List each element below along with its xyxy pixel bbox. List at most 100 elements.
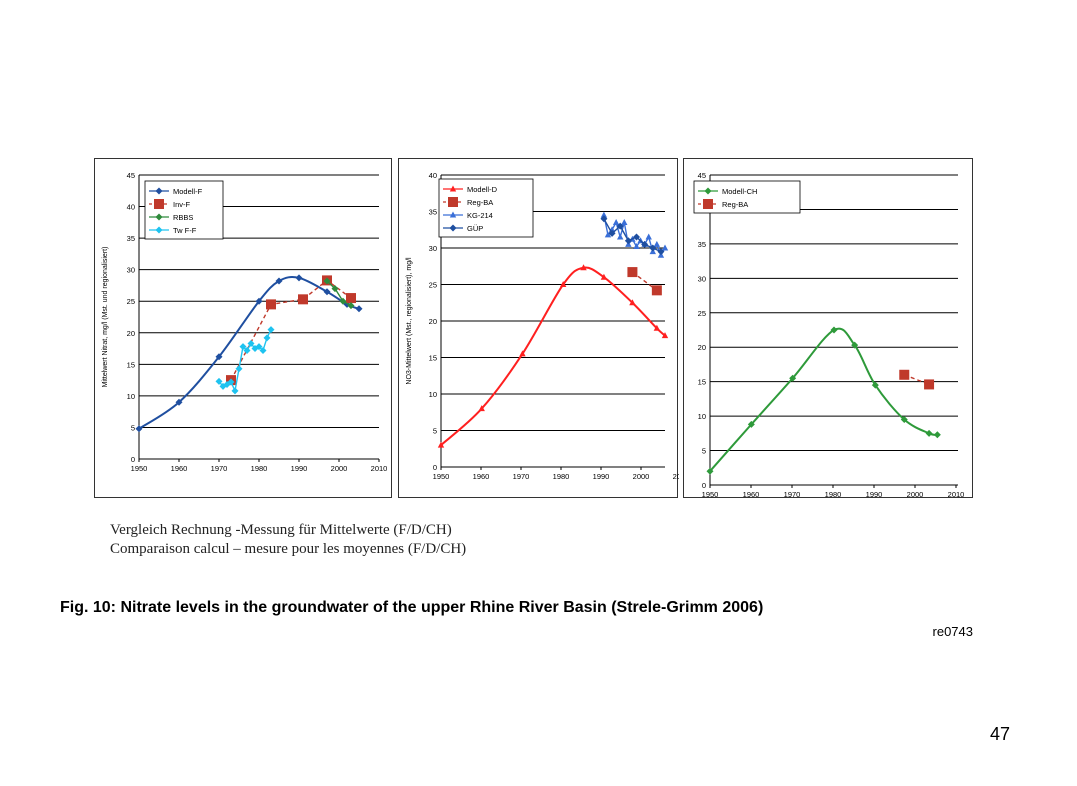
- y-tick-label: 15: [429, 354, 437, 363]
- x-tick-label: 2000: [907, 490, 924, 499]
- data-point: [266, 299, 276, 310]
- y-tick-label: 25: [698, 309, 706, 318]
- chart-svg: 0510152025303540451950196019701980199020…: [693, 171, 965, 499]
- data-point: [267, 326, 275, 334]
- legend-label: Tw F-F: [173, 226, 197, 235]
- series-line: [440, 266, 666, 446]
- legend-marker: [155, 187, 163, 195]
- data-point: [298, 294, 308, 305]
- y-tick-label: 0: [131, 455, 135, 464]
- y-tick-label: 0: [433, 463, 437, 472]
- y-tick-label: 10: [698, 412, 706, 421]
- series-modell-d: [437, 264, 669, 448]
- legend-marker: [154, 199, 164, 209]
- y-tick-label: 30: [698, 274, 706, 283]
- y-tick-label: 30: [127, 266, 135, 275]
- series-g-p: [600, 215, 665, 256]
- data-point: [851, 341, 859, 349]
- y-tick-label: 15: [698, 378, 706, 387]
- series-tw-f-f: [215, 326, 275, 395]
- y-tick-label: 5: [131, 423, 135, 432]
- data-point: [580, 264, 587, 271]
- y-tick-label: 40: [429, 171, 437, 180]
- data-point: [789, 374, 797, 382]
- x-tick-label: 1970: [784, 490, 801, 499]
- data-point: [653, 324, 661, 331]
- data-point: [235, 365, 243, 373]
- note-german: Vergleich Rechnung -Messung für Mittelwe…: [110, 522, 452, 538]
- y-tick-label: 20: [698, 343, 706, 352]
- x-tick-label: 1990: [291, 464, 308, 473]
- data-point: [657, 248, 665, 256]
- x-tick-label: 1970: [211, 464, 228, 473]
- legend-marker: [704, 187, 712, 195]
- reference-id: re0743: [932, 624, 973, 639]
- series-modell-f: [135, 274, 363, 433]
- data-point: [661, 244, 669, 251]
- legend-label: Modell-F: [173, 187, 203, 196]
- data-point: [519, 350, 526, 357]
- data-point: [645, 233, 652, 240]
- legend-marker: [155, 213, 163, 221]
- x-tick-label: 2010: [371, 464, 388, 473]
- data-point: [624, 237, 632, 245]
- data-point: [600, 215, 608, 223]
- data-point: [747, 420, 755, 428]
- data-point: [608, 229, 616, 237]
- chart-panel-germany: 0 5 10 15 20 25 30 35 40 1950 1960 1970 1980 1990 2000…: [398, 158, 679, 498]
- x-tick-label: 1950: [131, 464, 148, 473]
- y-tick-label: 25: [127, 297, 135, 306]
- data-point: [899, 369, 910, 380]
- legend-marker: [449, 224, 457, 232]
- data-point: [706, 467, 714, 475]
- data-point: [604, 231, 612, 238]
- series-modell-ch: [706, 326, 941, 475]
- data-point: [653, 240, 661, 247]
- x-tick-label: 1950: [433, 472, 450, 481]
- x-tick-label: 1950: [702, 490, 719, 499]
- y-tick-label: 15: [127, 360, 135, 369]
- series-line: [138, 276, 360, 430]
- y-tick-label: 20: [429, 317, 437, 326]
- data-point: [275, 277, 283, 285]
- data-point: [661, 332, 669, 339]
- data-point: [616, 222, 624, 230]
- data-point: [339, 297, 347, 305]
- y-tick-label: 35: [429, 208, 437, 217]
- legend-marker: [449, 185, 457, 192]
- data-point: [215, 353, 223, 361]
- data-point: [243, 346, 251, 354]
- chart-svg: 0 5 10 15 20 25 30 35 40 1950 1960 1970 1980 1990 2000…: [406, 171, 679, 481]
- y-axis-label: Mittelwert Nitrat, mg/l (Mst. und region…: [102, 247, 109, 388]
- data-point: [600, 211, 608, 218]
- legend-label: GÜP: [467, 224, 483, 233]
- y-tick-label: 25: [429, 281, 437, 290]
- data-point: [231, 387, 239, 395]
- y-tick-label: 5: [433, 427, 437, 436]
- data-point: [437, 441, 445, 448]
- data-point: [263, 334, 271, 342]
- data-point: [323, 288, 331, 296]
- data-point: [323, 277, 331, 285]
- data-point: [925, 429, 933, 437]
- y-tick-label: 45: [698, 171, 706, 180]
- data-point: [633, 243, 640, 250]
- legend-marker: [703, 199, 713, 209]
- data-point: [900, 416, 908, 424]
- series-line: [326, 280, 352, 307]
- x-tick-label: 1990: [866, 490, 883, 499]
- y-tick-label: 10: [127, 392, 135, 401]
- legend-label: Modell-D: [467, 185, 498, 194]
- legend-label: Reg-BA: [722, 200, 748, 209]
- data-point: [612, 218, 620, 225]
- x-tick-label: 2010: [948, 490, 965, 499]
- series-rbbs: [323, 277, 355, 310]
- y-tick-label: 10: [429, 390, 437, 399]
- page-number: 47: [990, 724, 1011, 744]
- figure-caption: Fig. 10: Nitrate levels in the groundwat…: [60, 599, 764, 616]
- x-tick-label: 2000: [633, 472, 650, 481]
- data-point: [559, 281, 567, 287]
- y-tick-label: 35: [127, 234, 135, 243]
- x-tick-label: 1960: [743, 490, 760, 499]
